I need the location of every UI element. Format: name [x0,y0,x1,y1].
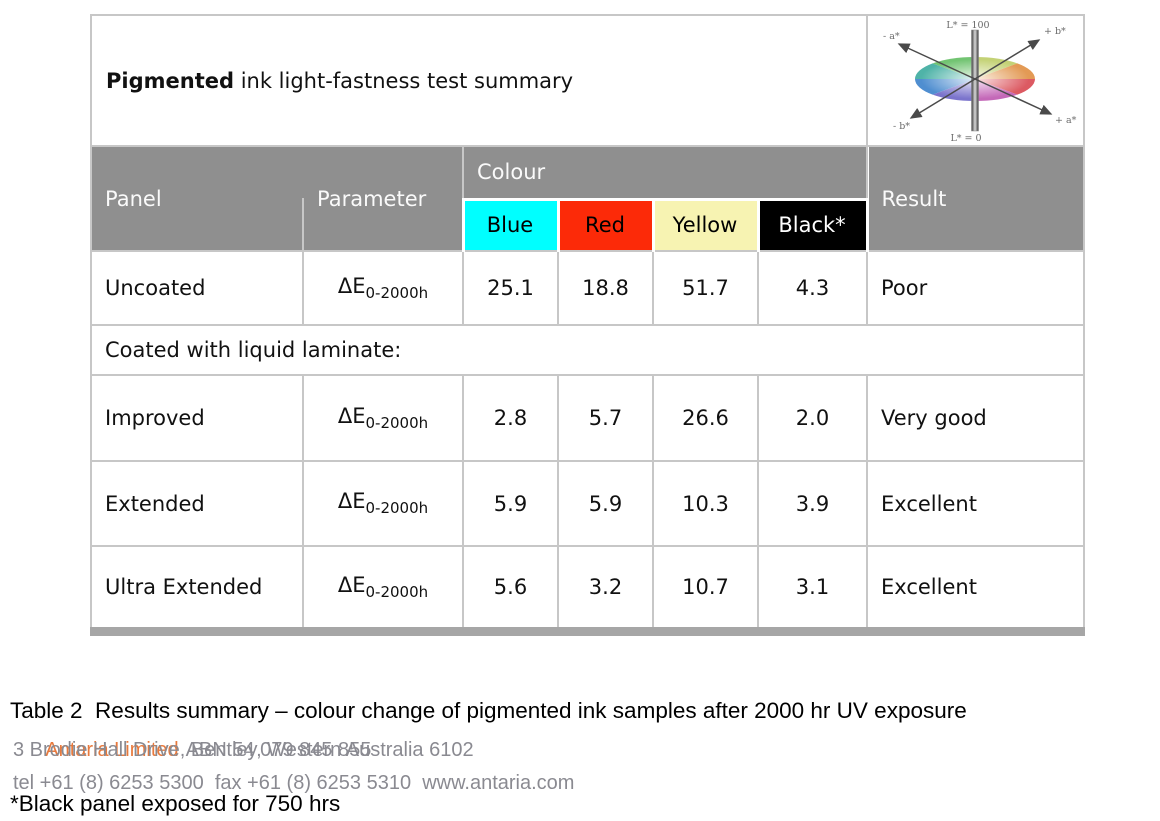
delta-e: ΔE [337,572,366,597]
table-row-improved: Improved ΔE0-2000h 2.8 5.7 26.6 2.0 Very… [90,374,1085,462]
lab-colour-space-image: L* = 100 L* = 0 - a* + a* + b* - b* [869,17,1082,144]
parameter-value: ΔE0-2000h [302,374,464,462]
table-caption: Table 2 Results summary – colour change … [10,633,967,821]
panel-name: Extended [90,460,304,547]
footer-company-line: Antaria Limited ABN 54 079 845 855 [13,701,574,761]
l-axis-bar-bottom [971,78,979,132]
value-red: 3.2 [557,545,654,632]
col-header-black: Black* [756,197,869,252]
parameter-value: ΔE0-2000h [302,250,464,326]
value-blue: 5.6 [462,545,559,632]
value-red: 5.9 [557,460,654,547]
table-row-ultra-extended: Ultra Extended ΔE0-2000h 5.6 3.2 10.7 3.… [90,545,1085,632]
col-header-red: Red [556,197,655,252]
footer-address-line: 3 Brodie Hall Drive, Bentley, Western Au… [13,739,474,761]
value-yellow: 51.7 [652,250,759,326]
value-blue: 5.9 [462,460,559,547]
title-row: Pigmented ink light-fastness test summar… [90,14,1085,147]
panel-name: Ultra Extended [90,545,304,632]
header-row-colours: Blue Red Yellow Black* [91,197,1084,252]
delta-e: ΔE [337,273,366,298]
panel-name: Improved [90,374,304,462]
company-abn: ABN 54 079 845 855 [185,739,372,761]
axis-arrows [897,39,1053,119]
section-label: Coated with liquid laminate: [90,324,1085,376]
result-value: Excellent [866,460,1085,547]
result-value: Very good [866,374,1085,462]
col-header-panel: Panel [90,145,304,252]
table-row-uncoated: Uncoated ΔE0-2000h 25.1 18.8 51.7 4.3 Po… [90,250,1085,326]
l-axis-bar-top [971,29,979,80]
label-l0: L* = 0 [950,133,981,144]
value-black: 3.1 [757,545,868,632]
value-red: 18.8 [557,250,654,326]
table-row-extended: Extended ΔE0-2000h 5.9 5.9 10.3 3.9 Exce… [90,460,1085,547]
value-red: 5.7 [557,374,654,462]
title-bold-word: Pigmented [106,68,235,93]
caption-line-2: *Black panel exposed for 750 hrs [10,791,341,816]
lab-colour-space-svg: L* = 100 L* = 0 - a* + a* + b* - b* [883,20,1077,144]
company-footer: Antaria Limited ABN 54 079 845 855 3 Brod… [13,701,574,800]
panel-name: Uncoated [90,250,304,326]
col-header-colour: Colour [462,145,868,200]
label-l100: L* = 100 [946,20,989,31]
value-black: 2.0 [757,374,868,462]
col-header-blue: Blue [461,197,560,252]
header-divider-patch [299,147,306,198]
value-yellow: 10.3 [652,460,759,547]
page-title: Pigmented ink light-fastness test summar… [90,14,868,147]
col-header-result: Result [866,145,1085,252]
label-b-pos: + b* [1044,26,1066,37]
footer-contact-line: tel +61 (8) 6253 5300 fax +61 (8) 6253 5… [13,772,575,794]
delta-e-subscript: 0-2000h [365,582,429,601]
caption-line-1: Table 2 Results summary – colour change … [10,698,967,723]
value-blue: 25.1 [462,250,559,326]
title-rest: ink light-fastness test summary [234,68,574,93]
delta-e-subscript: 0-2000h [365,284,429,303]
col-header-parameter: Parameter [302,145,464,252]
delta-e: ΔE [337,403,366,428]
value-yellow: 26.6 [652,374,759,462]
result-value: Excellent [866,545,1085,632]
value-black: 3.9 [757,460,868,547]
col-header-yellow: Yellow [651,197,760,252]
delta-e: ΔE [337,489,366,514]
parameter-value: ΔE0-2000h [302,545,464,632]
header-row-top: Panel Parameter Colour Result [90,145,1085,252]
label-b-neg: - b* [893,121,910,132]
delta-e-subscript: 0-2000h [365,414,429,433]
result-value: Poor [866,250,1085,326]
lab-colour-space-cell: L* = 100 L* = 0 - a* + a* + b* - b* [866,14,1085,147]
delta-e-subscript: 0-2000h [365,499,429,518]
value-blue: 2.8 [462,374,559,462]
light-fastness-table: Pigmented ink light-fastness test summar… [90,14,1085,636]
label-a-pos: + a* [1055,115,1077,126]
parameter-value: ΔE0-2000h [302,460,464,547]
value-yellow: 10.7 [652,545,759,632]
company-name: Antaria Limited [45,739,179,761]
label-a-neg: - a* [883,31,900,42]
value-black: 4.3 [757,250,868,326]
table-section-row: Coated with liquid laminate: [90,324,1085,376]
